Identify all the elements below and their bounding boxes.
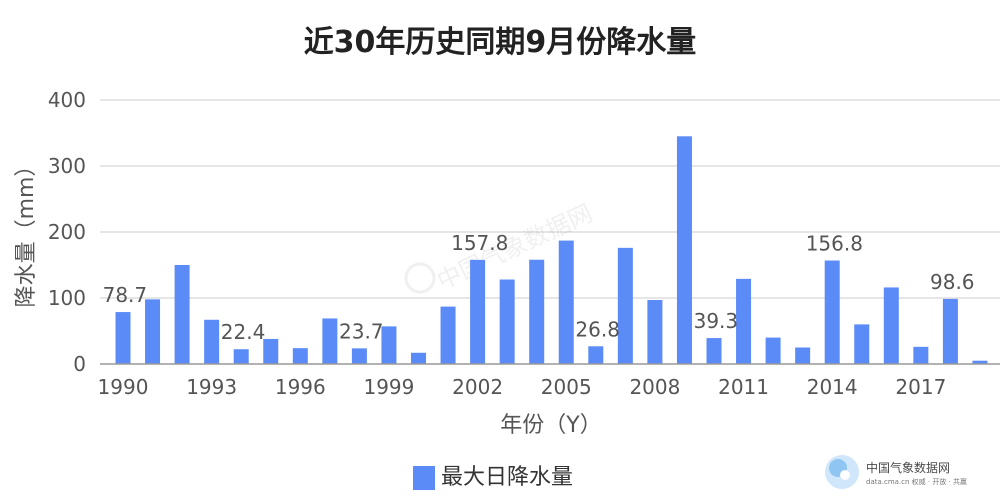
y-ticks: 0 100 200 300 400 — [48, 88, 86, 376]
bar — [706, 338, 722, 364]
bar — [824, 260, 840, 364]
x-tick-label: 1990 — [98, 375, 149, 399]
x-tick-label: 2017 — [895, 375, 946, 399]
bar — [883, 287, 899, 364]
bar — [411, 352, 426, 364]
x-tick-label: 2011 — [718, 375, 769, 399]
data-label: 98.6 — [930, 270, 975, 294]
y-tick-label: 100 — [48, 286, 86, 310]
x-tick-label: 1996 — [275, 375, 326, 399]
bar — [617, 247, 633, 364]
bars — [115, 136, 988, 364]
y-tick-label: 200 — [48, 220, 86, 244]
bar — [322, 318, 338, 364]
bar — [292, 348, 308, 364]
bar — [795, 347, 811, 364]
x-tick-label: 2008 — [629, 375, 680, 399]
legend: 最大日降水量 — [413, 465, 573, 490]
bar — [351, 348, 367, 364]
bar — [765, 337, 781, 364]
bar — [204, 319, 220, 364]
bar — [440, 306, 456, 364]
bar — [972, 360, 988, 364]
y-tick-label: 300 — [48, 154, 86, 178]
bar — [470, 259, 486, 364]
y-tick-label: 400 — [48, 88, 86, 112]
bar — [233, 349, 249, 364]
bar — [676, 136, 692, 364]
bar — [499, 279, 515, 364]
bar — [381, 326, 397, 364]
chart-title: 近30年历史同期9月份降水量 — [304, 25, 697, 60]
data-labels: 78.7 22.4 23.7 157.8 26.8 39.3 156.8 98.6 — [103, 231, 975, 344]
grid-lines — [100, 99, 1000, 299]
data-label: 22.4 — [221, 320, 266, 344]
watermark-logo: 中国气象数据网 data.cma.cn 权威 · 开放 · 共赢 — [825, 455, 967, 489]
legend-label: 最大日降水量 — [441, 465, 573, 490]
bar — [647, 299, 663, 364]
bar — [529, 259, 545, 364]
bar — [263, 338, 279, 364]
x-ticks: 1990 1993 1996 1999 2002 2005 2008 2011 2014 2017 — [98, 375, 947, 399]
bar — [736, 278, 752, 364]
data-label: 23.7 — [339, 319, 384, 343]
bar — [115, 312, 131, 364]
legend-swatch — [413, 466, 435, 490]
data-label: 78.7 — [103, 283, 148, 307]
x-axis-label: 年份（Y） — [500, 413, 601, 438]
x-tick-label: 2005 — [541, 375, 592, 399]
bar — [174, 265, 190, 364]
watermark-subtitle: data.cma.cn 权威 · 开放 · 共赢 — [866, 477, 967, 486]
watermark-title: 中国气象数据网 — [866, 460, 950, 475]
data-label: 156.8 — [806, 232, 863, 256]
data-label: 39.3 — [694, 309, 739, 333]
bar — [942, 298, 958, 364]
bar — [854, 324, 870, 364]
y-axis-label: 降水量（mm） — [14, 155, 39, 308]
watermark-center-icon — [404, 262, 436, 294]
bar — [558, 240, 574, 364]
x-tick-label: 2014 — [807, 375, 858, 399]
bar — [145, 299, 161, 364]
data-label: 157.8 — [451, 231, 508, 255]
data-label: 26.8 — [575, 317, 620, 341]
y-tick-label: 0 — [73, 352, 86, 376]
bar — [913, 346, 929, 364]
x-tick-label: 2002 — [452, 375, 503, 399]
x-tick-label: 1993 — [186, 375, 237, 399]
x-tick-label: 1999 — [363, 375, 414, 399]
bar — [588, 346, 604, 364]
